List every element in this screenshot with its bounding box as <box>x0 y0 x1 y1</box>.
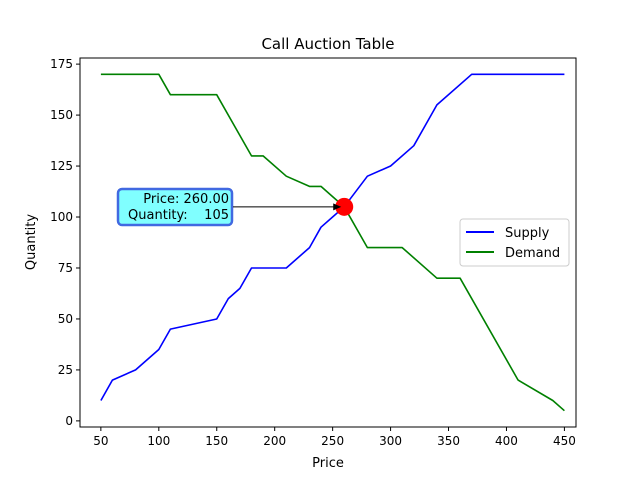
annotation-arrow-head <box>333 203 342 211</box>
y-tick-label: 50 <box>58 312 73 326</box>
legend: Supply Demand <box>459 218 570 267</box>
equilibrium-marker <box>335 197 354 216</box>
legend-label-demand: Demand <box>505 246 560 261</box>
y-tick-label: 125 <box>50 159 73 173</box>
x-tick-label: 300 <box>379 434 402 448</box>
x-tick-label: 450 <box>553 434 576 448</box>
x-tick-label: 350 <box>437 434 460 448</box>
annotation-price-text: Price: 260.00 <box>143 192 229 207</box>
equilibrium-annotation: Price: 260.00 Quantity: 105 <box>116 187 342 227</box>
axis-ticks: 50 100 150 200 250 300 350 400 450 0 25 50 75 100 125 1… <box>50 57 576 448</box>
x-tick-label: 150 <box>205 434 228 448</box>
y-tick-label: 150 <box>50 108 73 122</box>
legend-box <box>459 218 570 267</box>
plot-frame <box>79 57 577 428</box>
y-tick-label: 75 <box>58 261 73 275</box>
chart-title: Call Auction Table <box>261 35 394 53</box>
x-axis-label: Price <box>312 456 344 471</box>
annotation-box <box>116 187 234 227</box>
y-axis-label: Quantity <box>24 214 39 270</box>
series-line-demand <box>100 73 565 412</box>
y-tick-label: 175 <box>50 57 73 71</box>
x-tick-label: 50 <box>93 434 108 448</box>
y-tick-label: 0 <box>65 414 73 428</box>
legend-label-supply: Supply <box>505 226 550 241</box>
x-tick-label: 200 <box>263 434 286 448</box>
x-tick-label: 400 <box>495 434 518 448</box>
series-layer <box>100 73 565 412</box>
x-tick-label: 250 <box>321 434 344 448</box>
x-tick-label: 100 <box>147 434 170 448</box>
y-tick-label: 25 <box>58 363 73 377</box>
y-tick-label: 100 <box>50 210 73 224</box>
annotation-quantity-text: Quantity: 105 <box>128 208 229 223</box>
series-line-supply <box>100 73 565 401</box>
